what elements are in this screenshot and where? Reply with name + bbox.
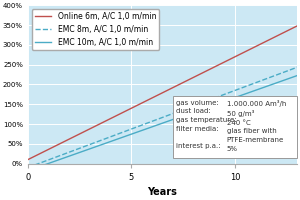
Bar [173, 96, 297, 158]
Online 6m, A/C 1,0 m/min [186, 79, 190, 81]
EMC 8m, A/C 1,0 m/min [289, 68, 292, 71]
Text: 1.000.000 Am³/h
50 g/m³
240 °C
glas fiber with
PTFE-membrane
5%: 1.000.000 Am³/h 50 g/m³ 240 °C glas fibe… [227, 100, 286, 152]
EMC 8m, A/C 1,0 m/min [247, 84, 250, 87]
Text: gas volume:
dust load:
gas temperature:
filter media:
 
interest p.a.:: gas volume: dust load: gas temperature: … [176, 100, 237, 149]
EMC 8m, A/C 1,0 m/min [26, 166, 30, 169]
Online 6m, A/C 1,0 m/min [156, 94, 159, 97]
EMC 10m, A/C 1,0 m/min [186, 113, 190, 115]
EMC 10m, A/C 1,0 m/min [172, 118, 175, 120]
Online 6m, A/C 1,0 m/min [154, 95, 158, 97]
X-axis label: Years: Years [148, 187, 177, 197]
EMC 10m, A/C 1,0 m/min [289, 77, 292, 79]
Line: EMC 8m, A/C 1,0 m/min: EMC 8m, A/C 1,0 m/min [28, 67, 297, 168]
Online 6m, A/C 1,0 m/min [296, 25, 299, 27]
Online 6m, A/C 1,0 m/min [289, 28, 292, 30]
Line: Online 6m, A/C 1,0 m/min: Online 6m, A/C 1,0 m/min [28, 26, 297, 160]
EMC 10m, A/C 1,0 m/min [156, 124, 159, 126]
Line: EMC 10m, A/C 1,0 m/min: EMC 10m, A/C 1,0 m/min [28, 76, 297, 171]
EMC 10m, A/C 1,0 m/min [26, 170, 30, 172]
EMC 8m, A/C 1,0 m/min [156, 118, 159, 121]
EMC 8m, A/C 1,0 m/min [172, 112, 175, 114]
EMC 10m, A/C 1,0 m/min [296, 74, 299, 77]
EMC 8m, A/C 1,0 m/min [296, 66, 299, 68]
EMC 8m, A/C 1,0 m/min [186, 107, 190, 109]
EMC 10m, A/C 1,0 m/min [154, 124, 158, 127]
EMC 8m, A/C 1,0 m/min [154, 119, 158, 121]
Legend: Online 6m, A/C 1,0 m/min, EMC 8m, A/C 1,0 m/min, EMC 10m, A/C 1,0 m/min: Online 6m, A/C 1,0 m/min, EMC 8m, A/C 1,… [32, 9, 159, 50]
EMC 10m, A/C 1,0 m/min [247, 92, 250, 94]
Online 6m, A/C 1,0 m/min [26, 158, 30, 161]
Online 6m, A/C 1,0 m/min [172, 86, 175, 88]
Online 6m, A/C 1,0 m/min [247, 49, 250, 51]
